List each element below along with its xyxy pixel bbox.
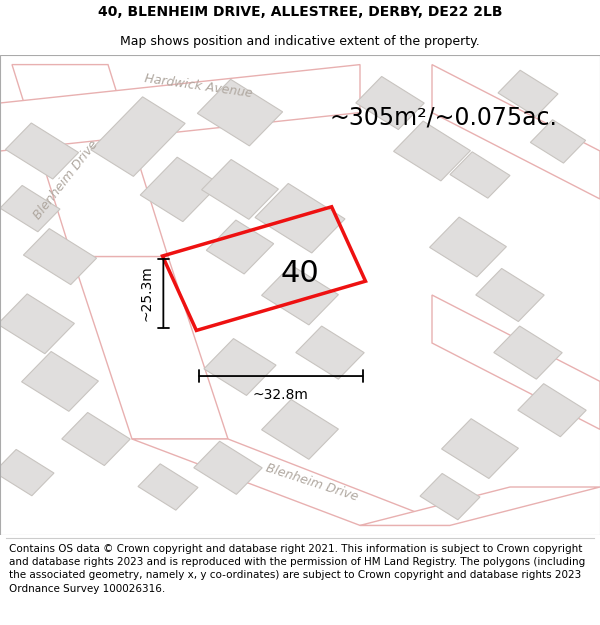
Polygon shape (0, 64, 360, 151)
Text: ~305m²/~0.075ac.: ~305m²/~0.075ac. (330, 106, 558, 129)
Text: ~25.3m: ~25.3m (140, 266, 154, 321)
Text: Map shows position and indicative extent of the property.: Map shows position and indicative extent… (120, 35, 480, 48)
Text: 40: 40 (281, 259, 319, 288)
Text: 40, BLENHEIM DRIVE, ALLESTREE, DERBY, DE22 2LB: 40, BLENHEIM DRIVE, ALLESTREE, DERBY, DE… (98, 5, 502, 19)
Polygon shape (360, 487, 600, 526)
Text: ~32.8m: ~32.8m (253, 388, 309, 402)
Polygon shape (430, 217, 506, 277)
Polygon shape (194, 441, 262, 494)
Text: Blenheim Drive: Blenheim Drive (264, 461, 360, 503)
Polygon shape (255, 184, 345, 253)
Polygon shape (432, 64, 600, 199)
Polygon shape (206, 220, 274, 274)
Polygon shape (197, 79, 283, 146)
Polygon shape (518, 384, 586, 437)
Polygon shape (0, 186, 60, 232)
Polygon shape (132, 439, 450, 526)
Polygon shape (91, 97, 185, 176)
Polygon shape (450, 152, 510, 198)
Polygon shape (12, 64, 168, 257)
Polygon shape (138, 464, 198, 510)
Text: Contains OS data © Crown copyright and database right 2021. This information is : Contains OS data © Crown copyright and d… (9, 544, 585, 594)
Polygon shape (140, 158, 220, 222)
Polygon shape (476, 269, 544, 321)
Polygon shape (202, 159, 278, 219)
Polygon shape (394, 121, 470, 181)
Polygon shape (296, 326, 364, 379)
Polygon shape (0, 294, 74, 354)
Text: Hardwick Avenue: Hardwick Avenue (143, 72, 253, 100)
Polygon shape (62, 412, 130, 466)
Polygon shape (0, 449, 54, 496)
Polygon shape (22, 351, 98, 411)
Polygon shape (23, 229, 97, 284)
Polygon shape (494, 326, 562, 379)
Polygon shape (262, 399, 338, 459)
Polygon shape (204, 339, 276, 396)
Polygon shape (530, 120, 586, 163)
Polygon shape (356, 76, 424, 129)
Polygon shape (72, 257, 228, 439)
Polygon shape (262, 265, 338, 325)
Polygon shape (432, 295, 600, 429)
Polygon shape (498, 70, 558, 117)
Polygon shape (420, 473, 480, 520)
Polygon shape (442, 419, 518, 479)
Text: Blenheim Drive: Blenheim Drive (31, 138, 101, 222)
Polygon shape (5, 123, 79, 179)
